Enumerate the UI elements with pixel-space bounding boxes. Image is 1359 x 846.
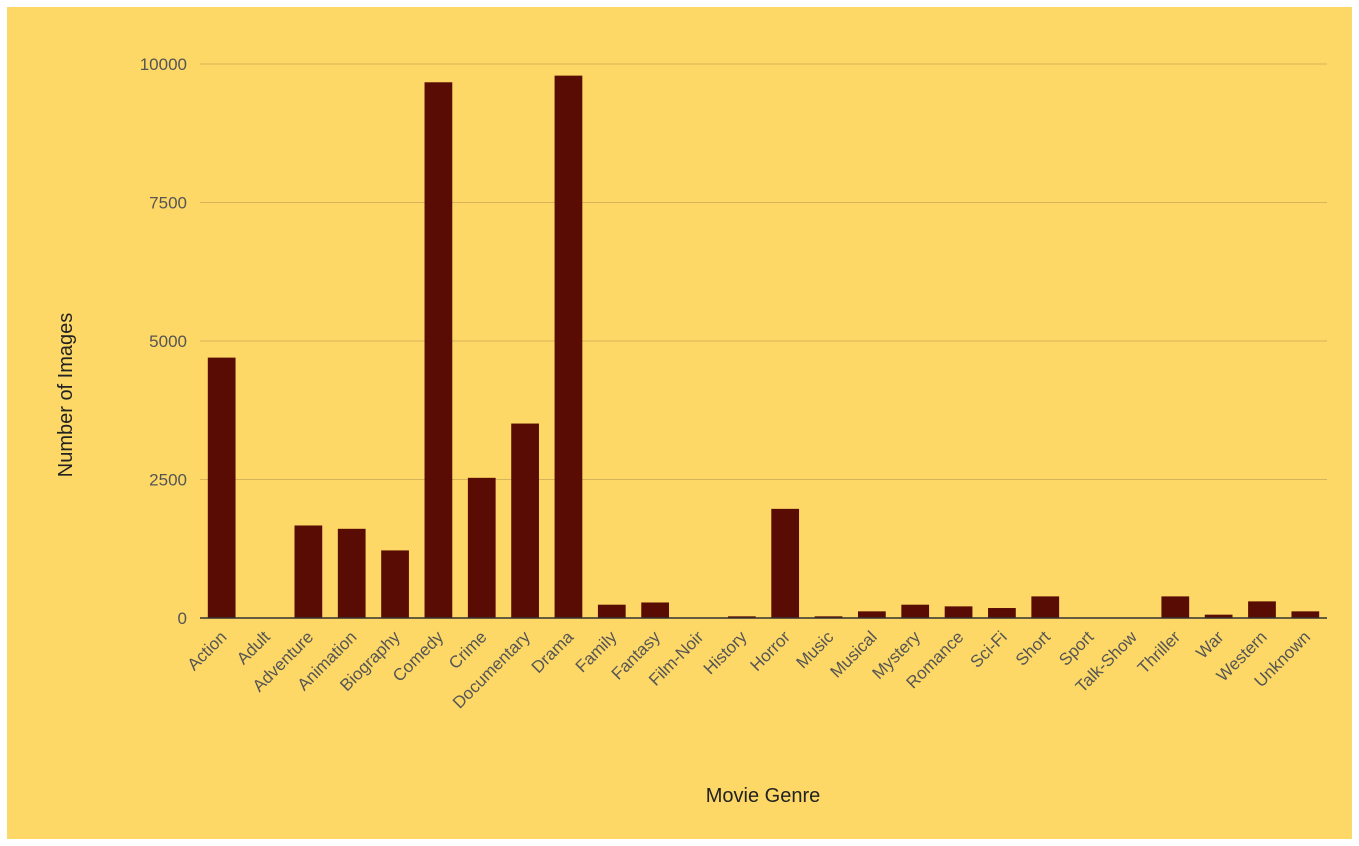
gridlines (200, 63, 1327, 480)
bar-war (1204, 614, 1233, 618)
bar-comedy (424, 82, 453, 619)
bar-drama (554, 75, 583, 618)
y-tick-label: 0 (178, 609, 187, 628)
x-tick-label: Drama (528, 627, 578, 677)
x-tick-label: Short (1012, 627, 1054, 669)
bar-adventure (294, 525, 323, 618)
x-tick-label: Thriller (1134, 627, 1184, 677)
bar-short (1031, 596, 1060, 618)
y-tick-label: 5000 (149, 332, 187, 351)
bar-sci-fi (988, 608, 1016, 618)
bar-biography (381, 550, 409, 618)
bar-fantasy (641, 602, 670, 618)
x-tick-label: War (1192, 627, 1227, 662)
x-axis-ticks: Action AdultAdventureAnimationBiographyCo… (184, 627, 1314, 712)
x-axis-title: Movie Genre (706, 785, 821, 807)
x-tick-label: Documentary (449, 627, 534, 712)
bar-documentary (511, 423, 539, 618)
bar-music (814, 616, 843, 618)
bar-thriller (1161, 596, 1190, 618)
y-axis-title: Number of Images (55, 313, 77, 478)
x-tick-label: Horror (747, 627, 795, 675)
chart-container: 0 2500 5000 7500 10000 Action Adult Adventure A… (7, 7, 1352, 839)
bar-romance (944, 606, 973, 618)
bar-history (727, 616, 756, 618)
y-tick-label: 7500 (149, 194, 187, 213)
bar-crime (467, 477, 496, 618)
y-axis-ticks: 0 2500 5000 7500 10000 (140, 55, 187, 628)
bar-western (1248, 601, 1276, 618)
bar-chart: 0 2500 5000 7500 10000 Action AdultAdventureA… (55, 55, 1327, 807)
y-tick-label: 10000 (140, 55, 187, 74)
bar-horror (771, 508, 800, 618)
bar-unknown (1291, 611, 1320, 618)
bar-animation (337, 528, 366, 618)
x-tick-label: Action (184, 627, 231, 674)
bar-mystery (901, 604, 930, 618)
x-tick-label: History (700, 627, 751, 678)
y-tick-label: 2500 (149, 471, 187, 490)
bars (207, 75, 1320, 619)
bar-musical (857, 611, 886, 618)
x-tick-label: Sci-Fi (967, 627, 1011, 671)
bar-family (597, 604, 626, 618)
bar-action (207, 357, 236, 618)
